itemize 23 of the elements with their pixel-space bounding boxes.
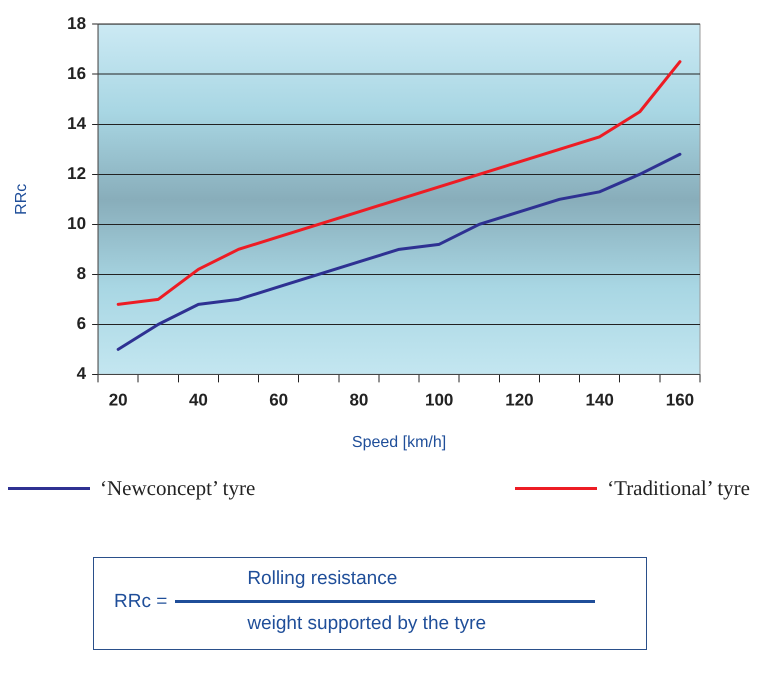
x-tick-label: 100 bbox=[424, 390, 454, 410]
y-tick-label: 18 bbox=[67, 14, 86, 33]
x-tick-label: 160 bbox=[666, 390, 694, 410]
y-tick-label: 16 bbox=[67, 64, 86, 83]
y-tick-label: 14 bbox=[67, 114, 87, 133]
x-axis-title: Speed [km/h] bbox=[352, 434, 446, 451]
y-tick-label: 6 bbox=[76, 314, 86, 334]
legend-label: ‘Newconcept’ tyre bbox=[100, 476, 256, 501]
x-tick-label: 60 bbox=[269, 390, 288, 410]
legend-label: ‘Traditional’ tyre bbox=[607, 476, 750, 501]
y-tick-label: 8 bbox=[76, 264, 86, 284]
y-tick-label: 4 bbox=[76, 364, 87, 384]
x-tick-label: 120 bbox=[505, 390, 534, 410]
x-tick-label: 80 bbox=[349, 390, 368, 410]
x-tick-label: 20 bbox=[108, 390, 128, 410]
y-tick-label: 12 bbox=[67, 164, 86, 183]
text: RRc = bbox=[114, 590, 168, 612]
y-axis-title: RRc bbox=[13, 184, 30, 215]
x-tick-label: 140 bbox=[585, 390, 614, 410]
text: weight supported by the tyre bbox=[247, 613, 488, 635]
y-tick-label: 10 bbox=[67, 214, 86, 233]
x-tick-label: 40 bbox=[188, 390, 208, 410]
text: Rolling resistance bbox=[247, 568, 398, 590]
